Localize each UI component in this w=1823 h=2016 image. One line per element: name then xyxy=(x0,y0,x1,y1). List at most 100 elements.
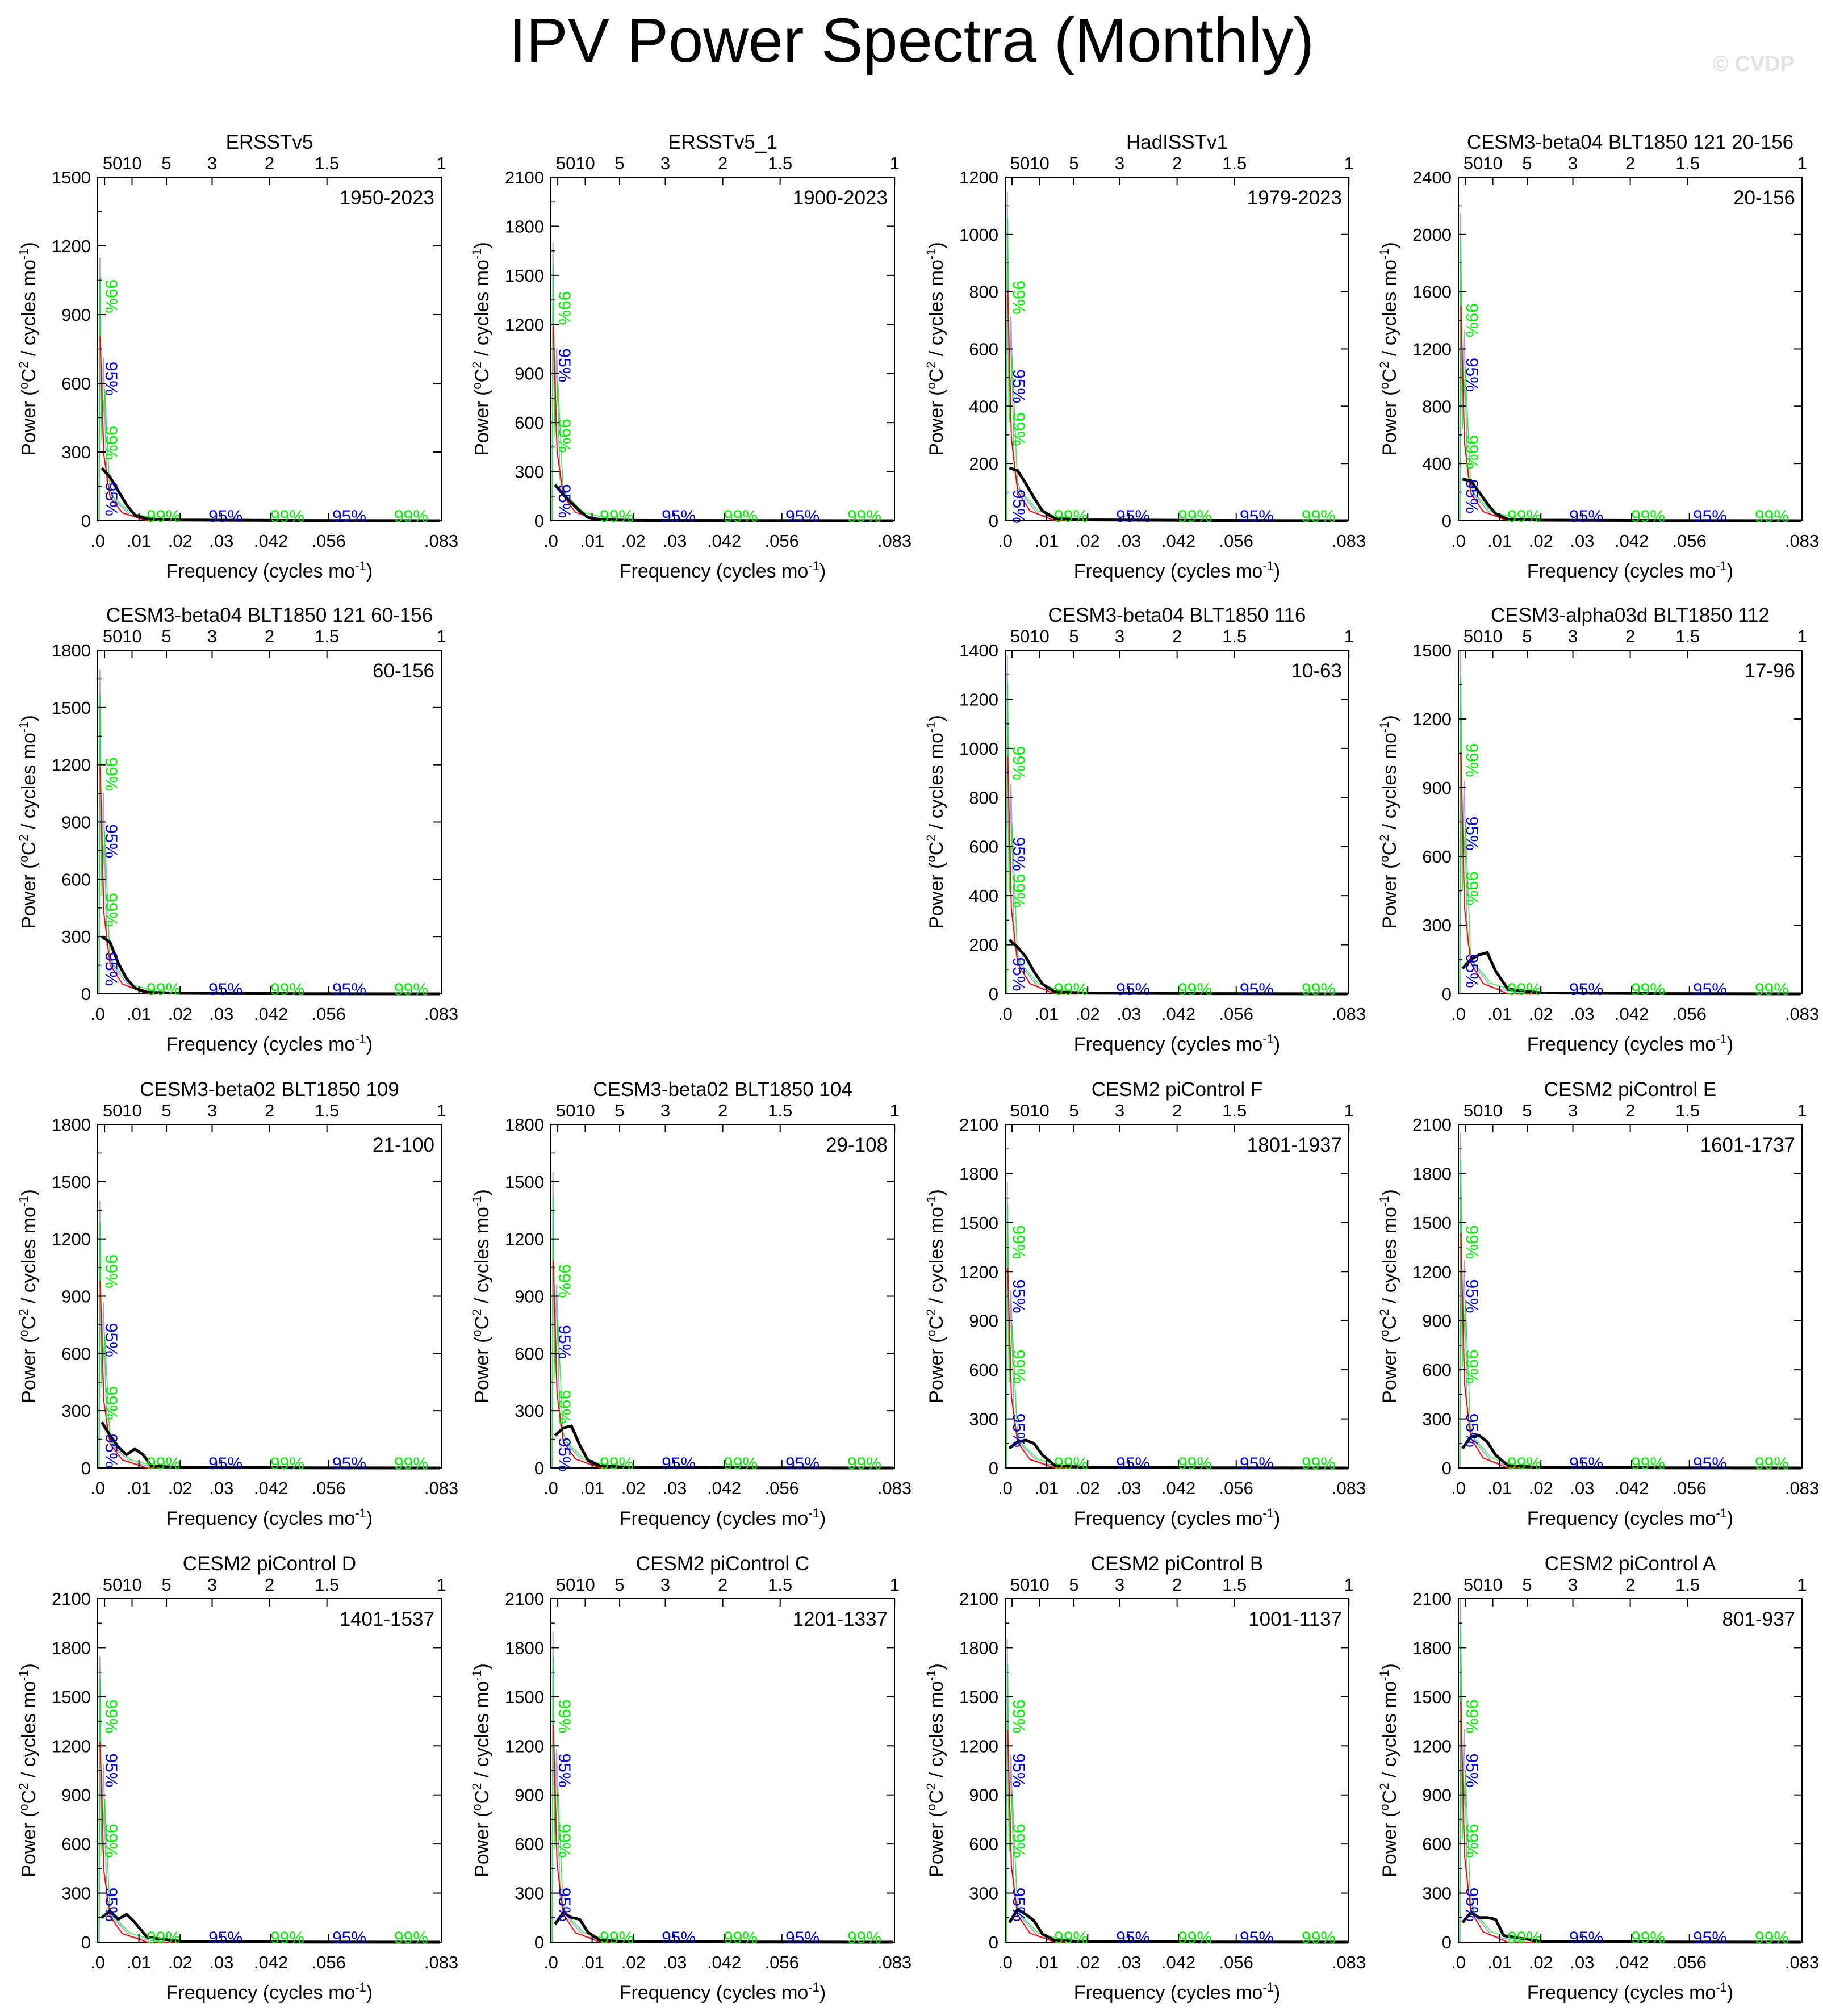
sig99-label: 99% xyxy=(102,757,120,791)
period-label: 60-156 xyxy=(373,660,434,682)
red-noise-line xyxy=(553,1724,894,1943)
x-tick-label: .0 xyxy=(543,1952,558,1972)
y-tick-label: 600 xyxy=(1422,1834,1452,1854)
y-tick-label: 900 xyxy=(1422,1785,1452,1805)
y-tick-label: 0 xyxy=(1442,1458,1452,1478)
period-label: 1201-1337 xyxy=(793,1608,888,1630)
sig95-label: 95% xyxy=(1462,954,1481,988)
sig95-label: 95% xyxy=(332,980,366,999)
period-tick-label: 50 xyxy=(1464,626,1483,646)
plot-frame xyxy=(1458,177,1803,521)
y-tick-label: 1000 xyxy=(959,225,998,245)
sig99-label: 99% xyxy=(270,1454,304,1473)
period-label: 17-96 xyxy=(1744,660,1795,682)
y-tick-label: 300 xyxy=(515,1401,544,1421)
period-tick-label: 10 xyxy=(575,1575,595,1595)
spectrum-line xyxy=(101,467,440,522)
sig99-label: 99% xyxy=(1054,1454,1088,1473)
sig95-label: 95% xyxy=(662,1929,696,1947)
sig99-label: 99% xyxy=(1302,1929,1336,1947)
spectrum-line xyxy=(554,1910,893,1944)
y-tick-label: 2100 xyxy=(1412,1589,1452,1609)
y-tick-label: 900 xyxy=(969,1311,998,1331)
x-tick-label: .042 xyxy=(1161,531,1195,551)
period-tick-label: 10 xyxy=(1483,626,1502,646)
panel-title: CESM2 piControl B xyxy=(1091,1553,1263,1575)
plot-frame xyxy=(97,1124,442,1469)
period-tick-label: 3 xyxy=(660,1575,670,1595)
period-tick-label: 3 xyxy=(1568,1575,1578,1595)
spectrum-line xyxy=(554,1424,893,1470)
sig95-label: 95% xyxy=(102,1434,120,1468)
x-tick-label: .083 xyxy=(1332,1004,1366,1024)
y-axis-label: Power (oC2 / cycles mo-1) xyxy=(16,1189,40,1403)
spectrum-line xyxy=(1009,466,1348,522)
period-tick-label: 2 xyxy=(1625,1575,1635,1595)
y-tick-label: 300 xyxy=(1422,1884,1452,1904)
x-tick-label: .01 xyxy=(127,1952,151,1972)
sig99-label: 99% xyxy=(1009,1823,1028,1858)
sig99-label: 99% xyxy=(147,1929,181,1947)
y-tick-label: 400 xyxy=(969,886,998,906)
x-tick-label: .01 xyxy=(580,531,604,551)
sig95-label: 95% xyxy=(785,1454,819,1473)
y-tick-label: 1800 xyxy=(1412,1164,1452,1183)
plot-frame xyxy=(550,177,895,521)
red-noise-line xyxy=(1460,305,1802,521)
y-tick-label: 300 xyxy=(1422,915,1452,935)
period-tick-label: 50 xyxy=(556,1101,575,1120)
sig99-label: 99% xyxy=(1631,507,1665,526)
period-label: 29-108 xyxy=(826,1134,888,1156)
sig99-label: 99% xyxy=(1507,507,1541,526)
raw-spectrum-line xyxy=(1459,213,1802,521)
y-tick-label: 600 xyxy=(61,374,91,394)
y-tick-label: 300 xyxy=(61,1401,91,1421)
sig99-label: 99% xyxy=(555,1823,574,1858)
period-tick-label: 2 xyxy=(1625,1101,1635,1120)
plot-frame xyxy=(97,650,442,994)
y-axis-label: Power (oC2 / cycles mo-1) xyxy=(16,242,40,456)
y-tick-label: 1200 xyxy=(959,689,998,709)
x-tick-label: .03 xyxy=(1570,1952,1594,1972)
period-tick-label: 3 xyxy=(1568,153,1578,173)
y-tick-label: 1200 xyxy=(959,168,998,187)
y-tick-label: 800 xyxy=(969,788,998,808)
sig95-label: 95% xyxy=(785,1929,819,1947)
x-tick-label: .0 xyxy=(90,1952,105,1972)
x-tick-label: .02 xyxy=(1076,1004,1100,1024)
period-tick-label: 50 xyxy=(1010,153,1030,173)
y-tick-label: 1000 xyxy=(959,739,998,759)
period-tick-label: 10 xyxy=(1030,153,1049,173)
x-tick-label: .056 xyxy=(1219,1952,1253,1972)
spectrum-panel: 99%95%99%95%99%95%99%95%99%0300600900120… xyxy=(924,1553,1366,2004)
x-tick-label: .01 xyxy=(1034,1952,1059,1972)
y-tick-label: 0 xyxy=(534,1933,544,1952)
x-tick-label: .083 xyxy=(1332,1952,1366,1972)
plot-frame xyxy=(1005,1124,1349,1469)
x-tick-label: .02 xyxy=(1076,1952,1100,1972)
x-tick-label: .01 xyxy=(1034,1004,1059,1024)
period-tick-label: 1.5 xyxy=(1222,1575,1247,1595)
period-tick-label: 1.5 xyxy=(315,153,339,173)
spectrum-panel: 99%95%99%95%99%95%99%95%99%0300600900120… xyxy=(1377,604,1819,1055)
x-tick-label: .03 xyxy=(209,1952,233,1972)
x-axis-label: Frequency (cycles mo-1) xyxy=(620,1506,826,1529)
y-tick-label: 0 xyxy=(81,984,91,1004)
x-tick-label: .056 xyxy=(1219,531,1253,551)
period-tick-label: 3 xyxy=(1115,153,1124,173)
y-tick-label: 0 xyxy=(534,511,544,531)
sig95-label: 95% xyxy=(1569,1454,1603,1473)
period-label: 10-63 xyxy=(1291,660,1342,682)
period-tick-label: 10 xyxy=(122,1101,141,1120)
period-tick-label: 5 xyxy=(614,1575,624,1595)
period-tick-label: 3 xyxy=(207,1101,217,1120)
y-tick-label: 0 xyxy=(534,1458,544,1478)
y-tick-label: 1800 xyxy=(1412,1638,1452,1658)
sig95-label: 95% xyxy=(662,1454,696,1473)
period-tick-label: 50 xyxy=(556,153,575,173)
upper-confidence-line xyxy=(99,278,164,521)
upper-confidence-line xyxy=(552,1656,617,1943)
y-tick-label: 300 xyxy=(61,1884,91,1904)
x-tick-label: .0 xyxy=(998,1952,1013,1972)
x-tick-label: .01 xyxy=(1034,1478,1059,1498)
